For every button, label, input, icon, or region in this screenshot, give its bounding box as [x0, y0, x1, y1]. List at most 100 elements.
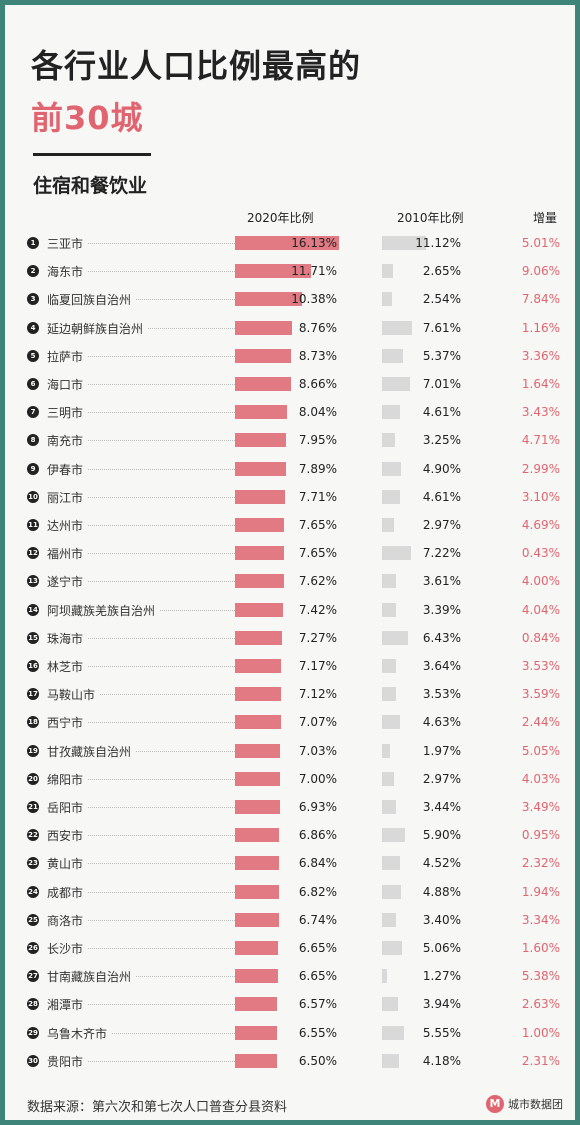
bar-2010	[382, 574, 397, 589]
rank-badge: 23	[27, 857, 39, 870]
city-name: 遂宁市	[47, 573, 88, 591]
value-increase: 4.00%	[521, 574, 560, 589]
table-row: 2 海东市 11.71% 2.65% 9.06%	[5, 257, 575, 285]
bar-2010	[382, 941, 403, 955]
bar-2010	[382, 320, 413, 335]
chart-title-highlight: 前30城	[31, 99, 144, 137]
value-increase: 4.04%	[521, 602, 560, 617]
bar-2010	[382, 659, 397, 673]
value-2010: 6.43%	[422, 630, 461, 645]
bar-2020	[235, 489, 285, 504]
dotted-leader	[47, 778, 235, 780]
value-2010: 5.06%	[422, 941, 461, 955]
table-row: 5 拉萨市 8.73% 5.37% 3.36%	[5, 342, 575, 370]
value-2020: 8.76%	[298, 320, 337, 335]
value-2020: 8.04%	[298, 405, 337, 420]
value-2010: 2.65%	[422, 264, 461, 279]
city-name: 珠海市	[47, 629, 88, 647]
bar-2010	[382, 997, 398, 1012]
value-increase: 2.31%	[521, 1053, 560, 1068]
table-row: 25 商洛市 6.74% 3.40% 3.34%	[5, 906, 575, 934]
value-2020: 6.74%	[298, 912, 337, 927]
table-row: 19 甘孜藏族自治州 7.03% 1.97% 5.05%	[5, 737, 575, 765]
rank-badge: 12	[27, 547, 39, 560]
value-2020: 7.42%	[298, 602, 337, 617]
table-row: 4 延边朝鲜族自治州 8.76% 7.61% 1.16%	[5, 314, 575, 342]
table-row: 9 伊春市 7.89% 4.90% 2.99%	[5, 455, 575, 483]
bar-2020	[235, 348, 292, 363]
city-name: 成都市	[47, 883, 88, 901]
bar-2020	[235, 969, 278, 984]
table-row: 3 临夏回族自治州 10.38% 2.54% 7.84%	[5, 285, 575, 313]
city-name: 绵阳市	[47, 770, 88, 788]
bar-2020	[235, 1053, 277, 1068]
value-2020: 6.65%	[298, 941, 337, 955]
value-2010: 1.97%	[422, 743, 461, 758]
rank-badge: 6	[27, 378, 39, 390]
table-row: 15 珠海市 7.27% 6.43% 0.84%	[5, 624, 575, 652]
title-divider	[33, 153, 151, 156]
dotted-leader	[47, 666, 235, 667]
value-2020: 6.65%	[298, 969, 337, 984]
value-2010: 2.97%	[422, 771, 461, 786]
rank-badge: 2	[27, 265, 39, 278]
rank-badge: 18	[27, 716, 39, 729]
bar-2020	[235, 884, 279, 899]
city-name: 海东市	[47, 263, 88, 281]
bar-2010	[382, 687, 396, 702]
value-2010: 4.18%	[422, 1053, 461, 1068]
value-increase: 2.99%	[521, 461, 560, 476]
dotted-leader	[47, 1060, 235, 1062]
rank-badge: 30	[27, 1054, 39, 1067]
city-name: 福州市	[47, 545, 88, 563]
value-increase: 9.06%	[521, 264, 560, 279]
value-2010: 2.97%	[422, 518, 461, 532]
city-name: 达州市	[47, 517, 88, 534]
bar-2010	[382, 1053, 399, 1068]
value-increase: 3.43%	[521, 405, 560, 420]
bar-2020	[235, 743, 281, 758]
value-increase: 1.60%	[521, 941, 560, 955]
bar-2010	[382, 348, 404, 363]
value-2020: 6.50%	[298, 1053, 337, 1068]
rank-badge: 25	[27, 913, 39, 926]
table-row: 26 长沙市 6.65% 5.06% 1.60%	[5, 934, 575, 962]
chart-subtitle: 住宿和餐饮业	[33, 175, 148, 197]
bar-2010	[382, 518, 394, 532]
brand-logo: M 城市数据团	[486, 1095, 563, 1113]
bar-2020	[235, 602, 283, 617]
rank-badge: 29	[27, 1026, 39, 1039]
bar-2020	[235, 997, 278, 1012]
table-row: 14 阿坝藏族羌族自治州 7.42% 3.39% 4.04%	[5, 596, 575, 624]
table-row: 27 甘南藏族自治州 6.65% 1.27% 5.38%	[5, 962, 575, 990]
value-2020: 7.03%	[298, 743, 337, 758]
table-row: 22 西安市 6.86% 5.90% 0.95%	[5, 821, 575, 849]
column-header-increase: 增量	[533, 211, 558, 225]
bar-2010	[382, 856, 400, 871]
bar-2020	[235, 800, 280, 814]
table-row: 28 湘潭市 6.57% 3.94% 2.63%	[5, 990, 575, 1018]
table-row: 7 三明市 8.04% 4.61% 3.43%	[5, 398, 575, 426]
city-name: 南充市	[47, 432, 88, 450]
bar-2020	[235, 828, 280, 843]
table-row: 21 岳阳市 6.93% 3.44% 3.49%	[5, 793, 575, 821]
city-name: 甘孜藏族自治州	[47, 742, 136, 760]
value-2020: 7.00%	[298, 771, 337, 786]
value-2020: 6.93%	[298, 800, 337, 814]
bar-2010	[382, 828, 406, 843]
city-name: 甘南藏族自治州	[47, 968, 136, 986]
bar-2020	[235, 630, 282, 645]
value-increase: 1.16%	[521, 320, 560, 335]
value-2020: 8.66%	[298, 377, 337, 391]
column-header-2010: 2010年比例	[397, 211, 464, 225]
value-increase: 2.32%	[521, 856, 560, 871]
city-name: 西安市	[47, 827, 88, 845]
dotted-leader	[47, 750, 235, 752]
value-2010: 7.01%	[422, 377, 461, 391]
value-2010: 3.94%	[422, 997, 461, 1012]
value-2020: 7.89%	[298, 461, 337, 476]
bar-2010	[382, 884, 402, 899]
bar-2010	[382, 800, 396, 814]
value-increase: 0.95%	[521, 828, 560, 843]
value-2010: 3.40%	[422, 912, 461, 927]
